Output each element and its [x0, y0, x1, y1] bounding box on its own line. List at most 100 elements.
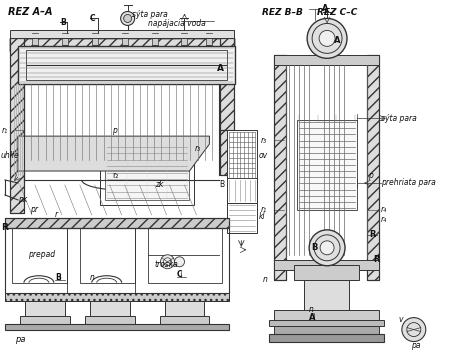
Text: zk: zk — [154, 181, 163, 189]
Bar — [92, 33, 98, 45]
Bar — [62, 33, 68, 45]
Text: A: A — [322, 4, 328, 13]
Bar — [294, 265, 359, 280]
Circle shape — [309, 230, 345, 266]
Text: v: v — [399, 315, 403, 324]
Circle shape — [402, 318, 426, 342]
Bar — [227, 130, 257, 180]
Text: r₂: r₂ — [112, 171, 119, 179]
Text: troska: troska — [154, 260, 178, 269]
Bar — [5, 293, 230, 301]
Bar — [274, 310, 379, 320]
Circle shape — [320, 241, 334, 255]
Bar — [18, 46, 235, 84]
Circle shape — [307, 18, 347, 58]
Bar — [269, 320, 384, 326]
Text: napájacia voda: napájacia voda — [148, 19, 205, 28]
Text: R: R — [369, 230, 375, 239]
Text: prepad: prepad — [28, 250, 55, 259]
Bar — [220, 38, 234, 158]
Bar — [152, 33, 158, 45]
Text: A: A — [217, 64, 225, 73]
Circle shape — [121, 11, 135, 25]
Bar — [5, 228, 230, 293]
Text: r₄: r₄ — [381, 215, 387, 224]
Bar — [10, 38, 24, 213]
Text: REZ A–A: REZ A–A — [8, 7, 53, 17]
Text: pr: pr — [30, 205, 38, 215]
Bar — [32, 33, 38, 45]
Text: p: p — [112, 126, 117, 135]
Bar — [207, 33, 212, 45]
Bar — [25, 301, 65, 316]
Text: sýta para: sýta para — [132, 10, 167, 19]
Bar — [5, 324, 230, 330]
Bar — [274, 55, 379, 65]
Bar — [367, 55, 379, 280]
Text: n: n — [90, 273, 94, 282]
Bar — [148, 228, 222, 283]
Bar — [269, 333, 384, 342]
Text: n: n — [309, 305, 314, 314]
Text: kl: kl — [258, 212, 265, 221]
Bar — [367, 55, 379, 280]
Text: pa: pa — [15, 335, 26, 344]
Bar — [10, 38, 234, 51]
Bar — [297, 120, 357, 210]
Bar — [5, 218, 230, 228]
Bar — [220, 38, 234, 158]
Bar — [20, 316, 70, 324]
Text: B: B — [220, 181, 225, 189]
Bar — [26, 50, 227, 80]
Text: n: n — [262, 275, 267, 284]
Text: pk: pk — [18, 195, 27, 205]
Bar — [274, 55, 286, 280]
Bar — [122, 33, 128, 45]
Bar — [100, 140, 194, 205]
Bar — [80, 228, 135, 283]
Text: B: B — [311, 243, 318, 252]
Text: p: p — [368, 171, 373, 179]
Text: C: C — [176, 270, 182, 279]
Text: r₁: r₁ — [260, 205, 266, 215]
Bar — [304, 280, 349, 310]
Bar — [227, 178, 257, 203]
Text: pa: pa — [411, 341, 420, 350]
Bar — [10, 38, 24, 213]
Text: r₃: r₃ — [194, 144, 201, 153]
Text: prehriata para: prehriata para — [381, 178, 436, 188]
Text: R: R — [1, 223, 8, 232]
Circle shape — [175, 257, 184, 267]
Text: r₃: r₃ — [260, 136, 266, 144]
Text: ov: ov — [258, 150, 267, 160]
Text: r₁: r₁ — [2, 126, 8, 135]
Bar — [105, 145, 189, 200]
Text: uhlie: uhlie — [1, 150, 20, 160]
Bar — [12, 228, 67, 283]
Bar — [220, 130, 234, 175]
Text: r₄: r₄ — [381, 205, 387, 215]
Bar — [220, 130, 234, 175]
Bar — [5, 218, 230, 228]
Text: B: B — [55, 273, 61, 282]
Text: R: R — [373, 255, 379, 264]
Text: r: r — [55, 210, 58, 219]
Text: C: C — [90, 14, 95, 23]
Text: REZ C–C: REZ C–C — [317, 8, 357, 17]
Bar — [90, 301, 130, 316]
Bar — [274, 55, 286, 280]
Circle shape — [319, 30, 335, 46]
Bar — [165, 301, 204, 316]
Text: sýta para: sýta para — [381, 114, 417, 123]
Bar — [85, 316, 135, 324]
Circle shape — [124, 15, 132, 22]
Text: A: A — [309, 313, 315, 322]
Bar — [10, 30, 234, 38]
Bar — [160, 316, 209, 324]
Text: B: B — [60, 18, 66, 27]
Text: REZ B–B: REZ B–B — [262, 8, 303, 17]
Bar — [5, 293, 230, 301]
Bar — [10, 38, 234, 51]
Text: A: A — [334, 36, 341, 45]
Circle shape — [161, 255, 175, 269]
